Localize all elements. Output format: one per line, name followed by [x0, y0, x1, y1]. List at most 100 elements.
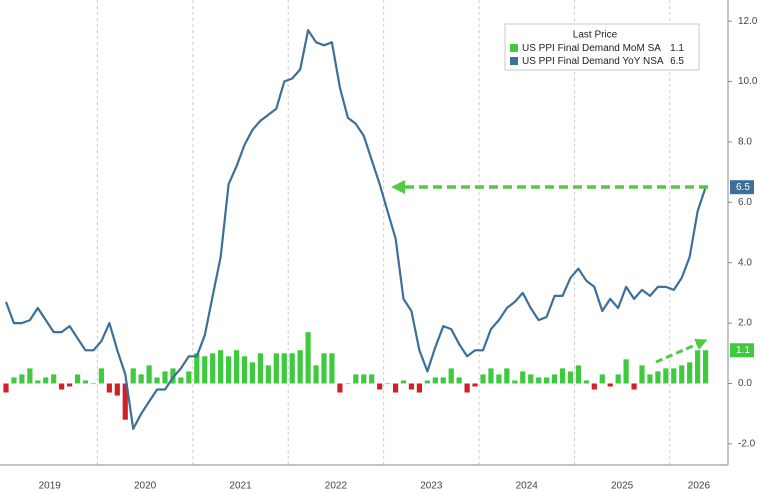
bar: [249, 362, 256, 384]
legend-swatch: [510, 57, 518, 65]
bar: [162, 371, 168, 384]
bar: [424, 380, 430, 384]
bar: [520, 371, 526, 384]
bar: [106, 383, 112, 393]
legend-value: 1.1: [670, 43, 684, 54]
bar: [194, 353, 200, 384]
bar: [226, 356, 232, 384]
y-tick-label: 6.0: [738, 197, 752, 208]
y-tick-label: 4.0: [738, 257, 752, 268]
bar: [559, 368, 566, 384]
bar: [416, 383, 422, 393]
x-tick-label: 2025: [611, 481, 634, 492]
bar: [448, 368, 454, 384]
bar: [607, 383, 613, 387]
bar: [305, 332, 311, 384]
legend-title: Last Price: [573, 30, 618, 41]
bar: [74, 374, 81, 384]
bar: [663, 368, 669, 384]
bar: [544, 377, 550, 384]
bar: [329, 353, 335, 384]
x-tick-label: 2023: [420, 481, 443, 492]
bar: [337, 383, 343, 393]
last-value-label: 1.1: [736, 345, 750, 356]
bar: [289, 353, 295, 384]
bar: [90, 383, 97, 385]
bar: [591, 383, 597, 390]
bar: [146, 365, 152, 384]
bar: [647, 374, 653, 384]
bar: [440, 377, 446, 384]
bar: [369, 374, 375, 384]
y-tick-label: 10.0: [738, 76, 758, 87]
bar: [631, 383, 637, 390]
bar: [257, 353, 263, 384]
bar: [679, 365, 685, 384]
bar: [512, 380, 518, 384]
bar: [567, 371, 574, 384]
y-tick-label: 8.0: [738, 137, 752, 148]
bar: [536, 377, 542, 384]
bar: [67, 383, 73, 387]
bar: [27, 368, 33, 384]
bar: [496, 374, 502, 384]
bar: [19, 374, 25, 384]
bar: [353, 374, 359, 384]
bar: [154, 377, 160, 384]
y-tick-label: 0.0: [738, 378, 752, 389]
bar: [43, 377, 49, 384]
bar: [480, 374, 486, 384]
bar: [464, 383, 470, 393]
bar: [599, 374, 605, 384]
x-tick-label: 2024: [516, 481, 539, 492]
bar: [504, 368, 510, 384]
legend-label: US PPI Final Demand MoM SA: [522, 43, 661, 54]
bar: [345, 383, 351, 385]
bar: [3, 383, 9, 393]
bar: [528, 374, 534, 384]
bar: [122, 383, 128, 420]
x-tick-label: 2019: [39, 481, 62, 492]
legend-swatch: [510, 44, 518, 52]
x-tick-label: 2022: [325, 481, 348, 492]
bar: [615, 374, 621, 384]
bar: [551, 374, 558, 384]
bar: [361, 374, 367, 384]
bar: [114, 383, 120, 396]
bar: [59, 383, 65, 390]
bar: [210, 353, 216, 384]
bar: [408, 383, 415, 390]
bar: [82, 380, 89, 384]
bar: [130, 368, 136, 384]
last-value-tag: [730, 180, 754, 195]
legend: Last Price US PPI Final Demand MoM SA 1.…: [504, 23, 700, 71]
x-tick-label: 2020: [134, 481, 157, 492]
legend-value: 6.5: [670, 56, 684, 67]
bar: [202, 356, 208, 384]
bar: [35, 380, 41, 384]
bar: [297, 350, 303, 384]
bar: [400, 380, 407, 384]
bar: [233, 350, 240, 384]
y-tick-label: 2.0: [738, 318, 752, 329]
bar: [281, 353, 287, 384]
bar: [98, 368, 104, 384]
y-tick-label: 12.0: [738, 16, 758, 27]
bar: [623, 359, 629, 384]
x-axis-band: [0, 465, 728, 492]
last-value-tag: [730, 343, 754, 358]
bar: [218, 350, 224, 384]
bar: [456, 377, 462, 384]
bar: [241, 356, 248, 384]
bar: [273, 353, 279, 384]
annotation-arrow: [655, 338, 708, 364]
bar: [265, 365, 271, 384]
x-tick-label: 2021: [229, 481, 252, 492]
bar: [385, 383, 391, 385]
bar: [695, 350, 701, 384]
x-tick-label: 2026: [688, 481, 711, 492]
legend-box: [504, 23, 700, 71]
bar: [703, 350, 709, 384]
last-value-label: 6.5: [736, 182, 750, 193]
bar: [11, 377, 17, 384]
